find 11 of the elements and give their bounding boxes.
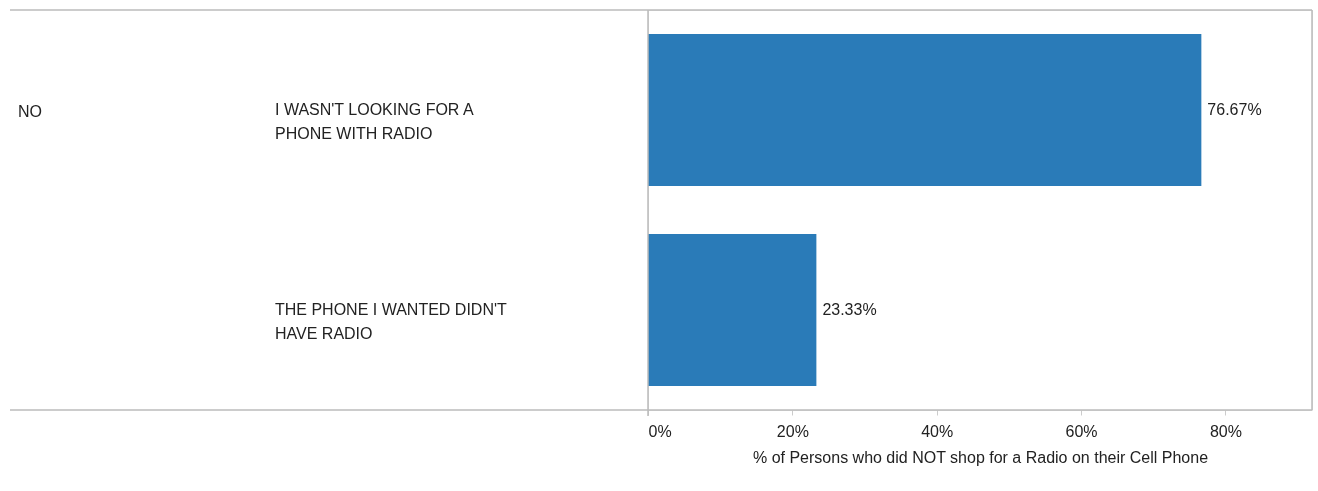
x-tick-label: 0%	[648, 422, 672, 440]
y-tick-label: THE PHONE I WANTED DIDN'T HAVE RADIO	[275, 301, 508, 342]
x-tick-label: 40%	[921, 422, 954, 440]
x-tick-label: 80%	[1209, 422, 1242, 440]
data-label: 76.67%	[1207, 101, 1262, 118]
y-tick-label: I WASN'T LOOKING FOR A PHONE WITH RADIO	[275, 101, 474, 142]
data-label: 23.33%	[822, 301, 877, 318]
x-tick-label: 60%	[1065, 422, 1098, 440]
x-tick-label: 20%	[776, 422, 809, 440]
text: NO	[18, 103, 42, 120]
x-axis-title: % of Persons who did NOT shop for a Radio on their Cell Phone	[752, 448, 1209, 466]
